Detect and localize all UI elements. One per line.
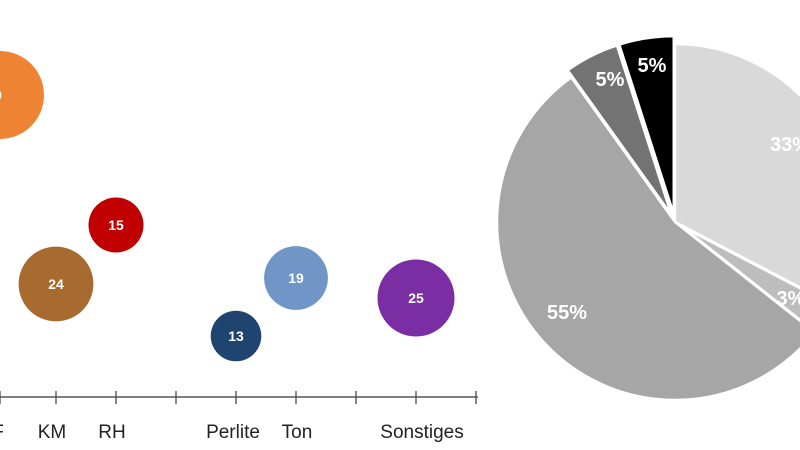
x-tick-label: F (0, 422, 4, 443)
pie-slice (673, 42, 800, 289)
pie-slice-label: 33% (770, 134, 800, 156)
bubble-ton (264, 246, 328, 310)
bubble-label: 19 (288, 270, 304, 286)
bubble-km (18, 246, 94, 322)
bubble-label: 25 (408, 290, 424, 306)
pie-slice (495, 75, 800, 402)
pie-slice (565, 43, 673, 216)
x-tick-label: Ton (282, 422, 313, 443)
bubbles: 0 24 15 13 19 25 (0, 51, 455, 362)
pie-slice-label: 5% (638, 55, 667, 77)
bubble-perlite (210, 310, 262, 362)
x-axis-labels: F KM RH Perlite Ton Sonstiges (0, 422, 464, 443)
x-tick-label: KM (38, 422, 67, 443)
bubble-label: 24 (48, 276, 64, 292)
x-tick-label: Perlite (206, 422, 260, 443)
pie-slice (617, 34, 676, 215)
pie-slice-label: 55% (547, 302, 587, 324)
bubble-label: 13 (228, 328, 244, 344)
bubble-label: 15 (108, 217, 124, 233)
pie-slice-label: 3% (777, 288, 800, 310)
x-axis-ticks (0, 391, 477, 404)
bubble-f (0, 51, 44, 139)
pie-chart: 33% 3% 55% 5% 5% (495, 34, 800, 402)
bubble-rh (88, 197, 144, 253)
x-tick-label: Sonstiges (380, 422, 463, 443)
bubble-label: 0 (0, 87, 2, 103)
pie-slice-label: 5% (596, 69, 625, 91)
x-tick-label: RH (98, 422, 125, 443)
bubble-sonstiges (377, 259, 455, 337)
